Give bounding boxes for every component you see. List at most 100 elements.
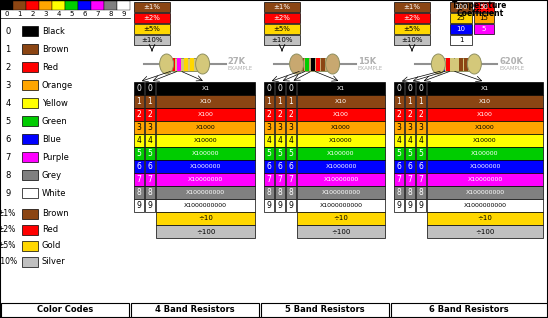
- Text: 0: 0: [4, 11, 9, 17]
- Bar: [286, 108, 296, 121]
- Text: 1: 1: [5, 45, 10, 53]
- Text: 0: 0: [419, 84, 424, 93]
- Text: ±10%: ±10%: [141, 37, 163, 43]
- Text: 9: 9: [136, 201, 141, 210]
- Bar: [264, 147, 274, 160]
- Text: 9: 9: [5, 189, 10, 197]
- Text: ÷100: ÷100: [196, 229, 215, 234]
- Text: 6: 6: [266, 162, 271, 171]
- Bar: [450, 24, 472, 34]
- Text: 10: 10: [456, 26, 465, 32]
- Bar: [297, 186, 385, 199]
- Bar: [22, 188, 38, 198]
- Bar: [156, 147, 255, 160]
- Text: 27K: 27K: [227, 57, 246, 66]
- Bar: [178, 58, 181, 71]
- Bar: [275, 199, 285, 212]
- Bar: [275, 173, 285, 186]
- Bar: [427, 121, 543, 134]
- Bar: [427, 95, 543, 108]
- Text: 0: 0: [136, 84, 141, 93]
- Bar: [416, 95, 426, 108]
- Bar: [446, 58, 449, 71]
- Ellipse shape: [467, 54, 481, 74]
- Bar: [286, 121, 296, 134]
- Text: X1000000: X1000000: [469, 164, 501, 169]
- Text: X10000: X10000: [473, 138, 497, 143]
- Text: 8: 8: [147, 188, 152, 197]
- Text: X1: X1: [337, 86, 345, 91]
- Text: ±2%: ±2%: [0, 225, 15, 234]
- Text: ±2%: ±2%: [144, 15, 161, 21]
- Text: X10000000: X10000000: [188, 177, 223, 182]
- Bar: [286, 147, 296, 160]
- Bar: [405, 186, 415, 199]
- Text: ±10%: ±10%: [401, 37, 423, 43]
- Text: 0: 0: [278, 84, 282, 93]
- Bar: [275, 121, 285, 134]
- Bar: [450, 13, 472, 23]
- Text: Grey: Grey: [42, 170, 62, 179]
- Text: 7: 7: [289, 175, 293, 184]
- Bar: [134, 35, 170, 45]
- Bar: [52, 1, 65, 10]
- Text: 6: 6: [5, 135, 11, 143]
- Text: 7: 7: [5, 153, 11, 162]
- Bar: [297, 95, 385, 108]
- Text: 3: 3: [419, 123, 424, 132]
- Text: ±1%: ±1%: [0, 210, 15, 218]
- Ellipse shape: [326, 54, 340, 74]
- Bar: [264, 173, 274, 186]
- Bar: [427, 160, 543, 173]
- Bar: [394, 186, 404, 199]
- Text: 3: 3: [43, 11, 48, 17]
- Text: X100000000: X100000000: [465, 190, 505, 195]
- Bar: [22, 44, 38, 54]
- Text: 6: 6: [147, 162, 152, 171]
- Text: 0: 0: [147, 84, 152, 93]
- Text: ±5%: ±5%: [273, 26, 290, 32]
- Text: X100000: X100000: [327, 151, 355, 156]
- Text: X10000000: X10000000: [467, 177, 503, 182]
- Bar: [297, 134, 385, 147]
- Bar: [134, 147, 144, 160]
- Text: Coefficient: Coefficient: [456, 9, 504, 17]
- Bar: [167, 58, 203, 71]
- Text: 5: 5: [278, 149, 282, 158]
- Text: Red: Red: [42, 63, 58, 72]
- Bar: [286, 82, 296, 95]
- Bar: [427, 212, 543, 225]
- Bar: [416, 186, 426, 199]
- Ellipse shape: [431, 54, 446, 74]
- Bar: [394, 160, 404, 173]
- Bar: [450, 35, 472, 45]
- Text: ±5%: ±5%: [0, 241, 15, 251]
- Text: 0: 0: [289, 84, 293, 93]
- Bar: [104, 1, 117, 10]
- Bar: [156, 121, 255, 134]
- Text: 2: 2: [289, 110, 293, 119]
- Bar: [297, 199, 385, 212]
- Text: ±2%: ±2%: [273, 15, 290, 21]
- Bar: [134, 82, 144, 95]
- Bar: [297, 108, 385, 121]
- Bar: [391, 303, 547, 317]
- Bar: [117, 1, 130, 10]
- Bar: [394, 147, 404, 160]
- Text: ÷100: ÷100: [475, 229, 495, 234]
- Text: ÷100: ÷100: [332, 229, 351, 234]
- Bar: [416, 173, 426, 186]
- Text: 620K: 620K: [499, 57, 523, 66]
- Bar: [455, 58, 459, 71]
- Bar: [438, 58, 475, 71]
- Bar: [261, 303, 389, 317]
- Bar: [156, 225, 255, 238]
- Text: 6 Band Resistors: 6 Band Resistors: [429, 306, 509, 315]
- Text: 1: 1: [147, 97, 152, 106]
- Text: 0: 0: [5, 26, 10, 36]
- Text: 7: 7: [408, 175, 413, 184]
- Bar: [275, 134, 285, 147]
- Text: 3: 3: [278, 123, 282, 132]
- Text: 15K: 15K: [358, 57, 376, 66]
- Text: 5: 5: [266, 149, 271, 158]
